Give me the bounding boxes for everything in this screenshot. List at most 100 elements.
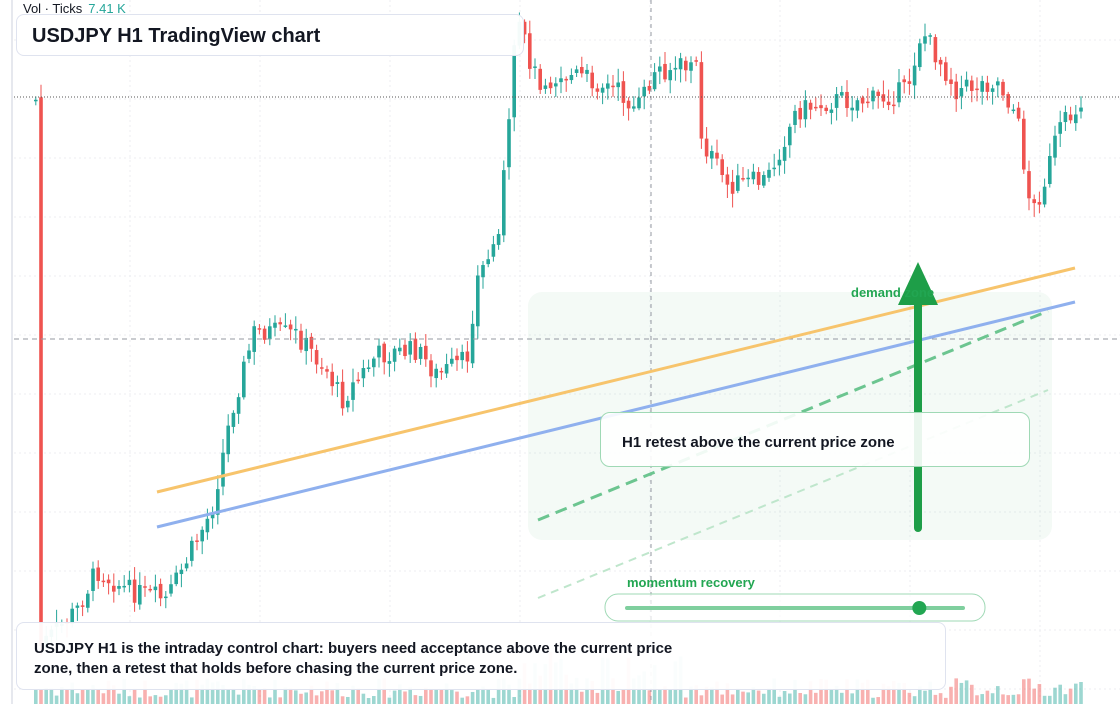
volume-bar [304,692,308,704]
callout-text: H1 retest above the current price zone [622,434,895,451]
volume-bar [382,678,386,704]
candle-body [190,540,194,561]
candle-body [767,169,771,178]
candle-body [777,159,782,166]
volume-bar [444,683,449,704]
projection-dashed-light[interactable] [537,389,1049,599]
candle-body [881,94,886,102]
volume-bar [210,682,215,704]
volume-bar [392,690,397,704]
volume-bar [132,688,137,704]
candle-body [403,344,407,357]
momentum-slider-knob[interactable] [912,601,927,615]
candle-body [268,326,272,340]
candle-body [710,151,714,159]
candle-body [325,369,329,372]
candle-body [216,489,220,515]
candle-body [444,364,449,374]
candle-body [372,358,376,368]
candle-body [91,568,95,591]
volume-bar [777,696,782,704]
candle-body [626,100,631,109]
volume-bar [60,686,64,704]
volume-bar [1042,695,1047,704]
callout-box: H1 retest above the current price zone [600,412,1030,467]
candle-body [938,59,943,65]
candle-body [392,348,397,362]
volume-bar [252,686,256,704]
volume-bar [398,684,402,704]
candle-body [663,63,667,80]
candle-body [559,78,563,83]
volume-bar [247,684,251,704]
candle-body [751,171,756,180]
volume-bar [694,685,698,704]
candle-body [569,74,574,81]
candle-body [798,107,802,120]
candle-body [434,368,438,379]
volume-bar [75,693,80,704]
volume-bar [871,697,875,704]
volume-bar [840,692,844,704]
volume-bar [408,687,412,704]
volume-bar [528,683,532,704]
candle-body [507,119,511,168]
volume-bar [1027,678,1031,704]
volume-bar [486,689,490,704]
candle-body [143,586,147,588]
volume-bar [647,690,652,704]
candle-body [637,97,641,109]
candle-body [918,43,922,68]
candle-body [179,569,184,575]
candle-body [600,87,605,93]
volume-bar [621,689,626,704]
candle-body [1042,186,1047,205]
candle-body [184,563,189,569]
volume-bar [730,694,735,704]
candle-body [860,97,865,104]
candle-body [278,322,282,325]
volume-bar [356,688,360,704]
volume-bar [1001,694,1005,704]
volume-bar [990,693,995,704]
volume-bar [1074,683,1078,704]
candle-body [824,107,828,111]
candle-body [652,72,657,90]
candle-body [1011,109,1016,112]
volume-bar [496,679,501,704]
candle-body [548,82,553,89]
candle-body [673,67,678,70]
candle-body [788,126,792,146]
volume-bar [455,691,459,704]
volume-bar [330,690,334,704]
volume-bar [886,686,891,704]
volume-bar [288,688,293,704]
volume-bar [1063,694,1068,704]
candle-body [964,79,969,87]
volume-bar [959,682,964,704]
candle-body [127,579,132,586]
volume-bar [918,686,922,704]
candle-body [210,514,215,519]
candle-body [299,330,303,350]
volume-bar [798,693,802,704]
candle-body [34,99,38,102]
volume-bar [736,688,740,704]
candle-body [902,79,906,83]
volume-bar [970,684,974,704]
candle-body [491,244,496,257]
candle-body [450,358,454,364]
volume-bar [699,695,704,704]
volume-bar [782,691,787,704]
candle-body [1053,135,1057,158]
candle-body [80,605,85,607]
volume-bar [439,689,444,704]
volume-bar [413,695,418,704]
volume-bar [512,697,516,704]
volume-bar [855,679,860,704]
candle-body [746,177,750,180]
volume-label: Vol · Ticks [23,1,83,16]
volume-bar [465,696,470,704]
candle-body [876,91,880,97]
